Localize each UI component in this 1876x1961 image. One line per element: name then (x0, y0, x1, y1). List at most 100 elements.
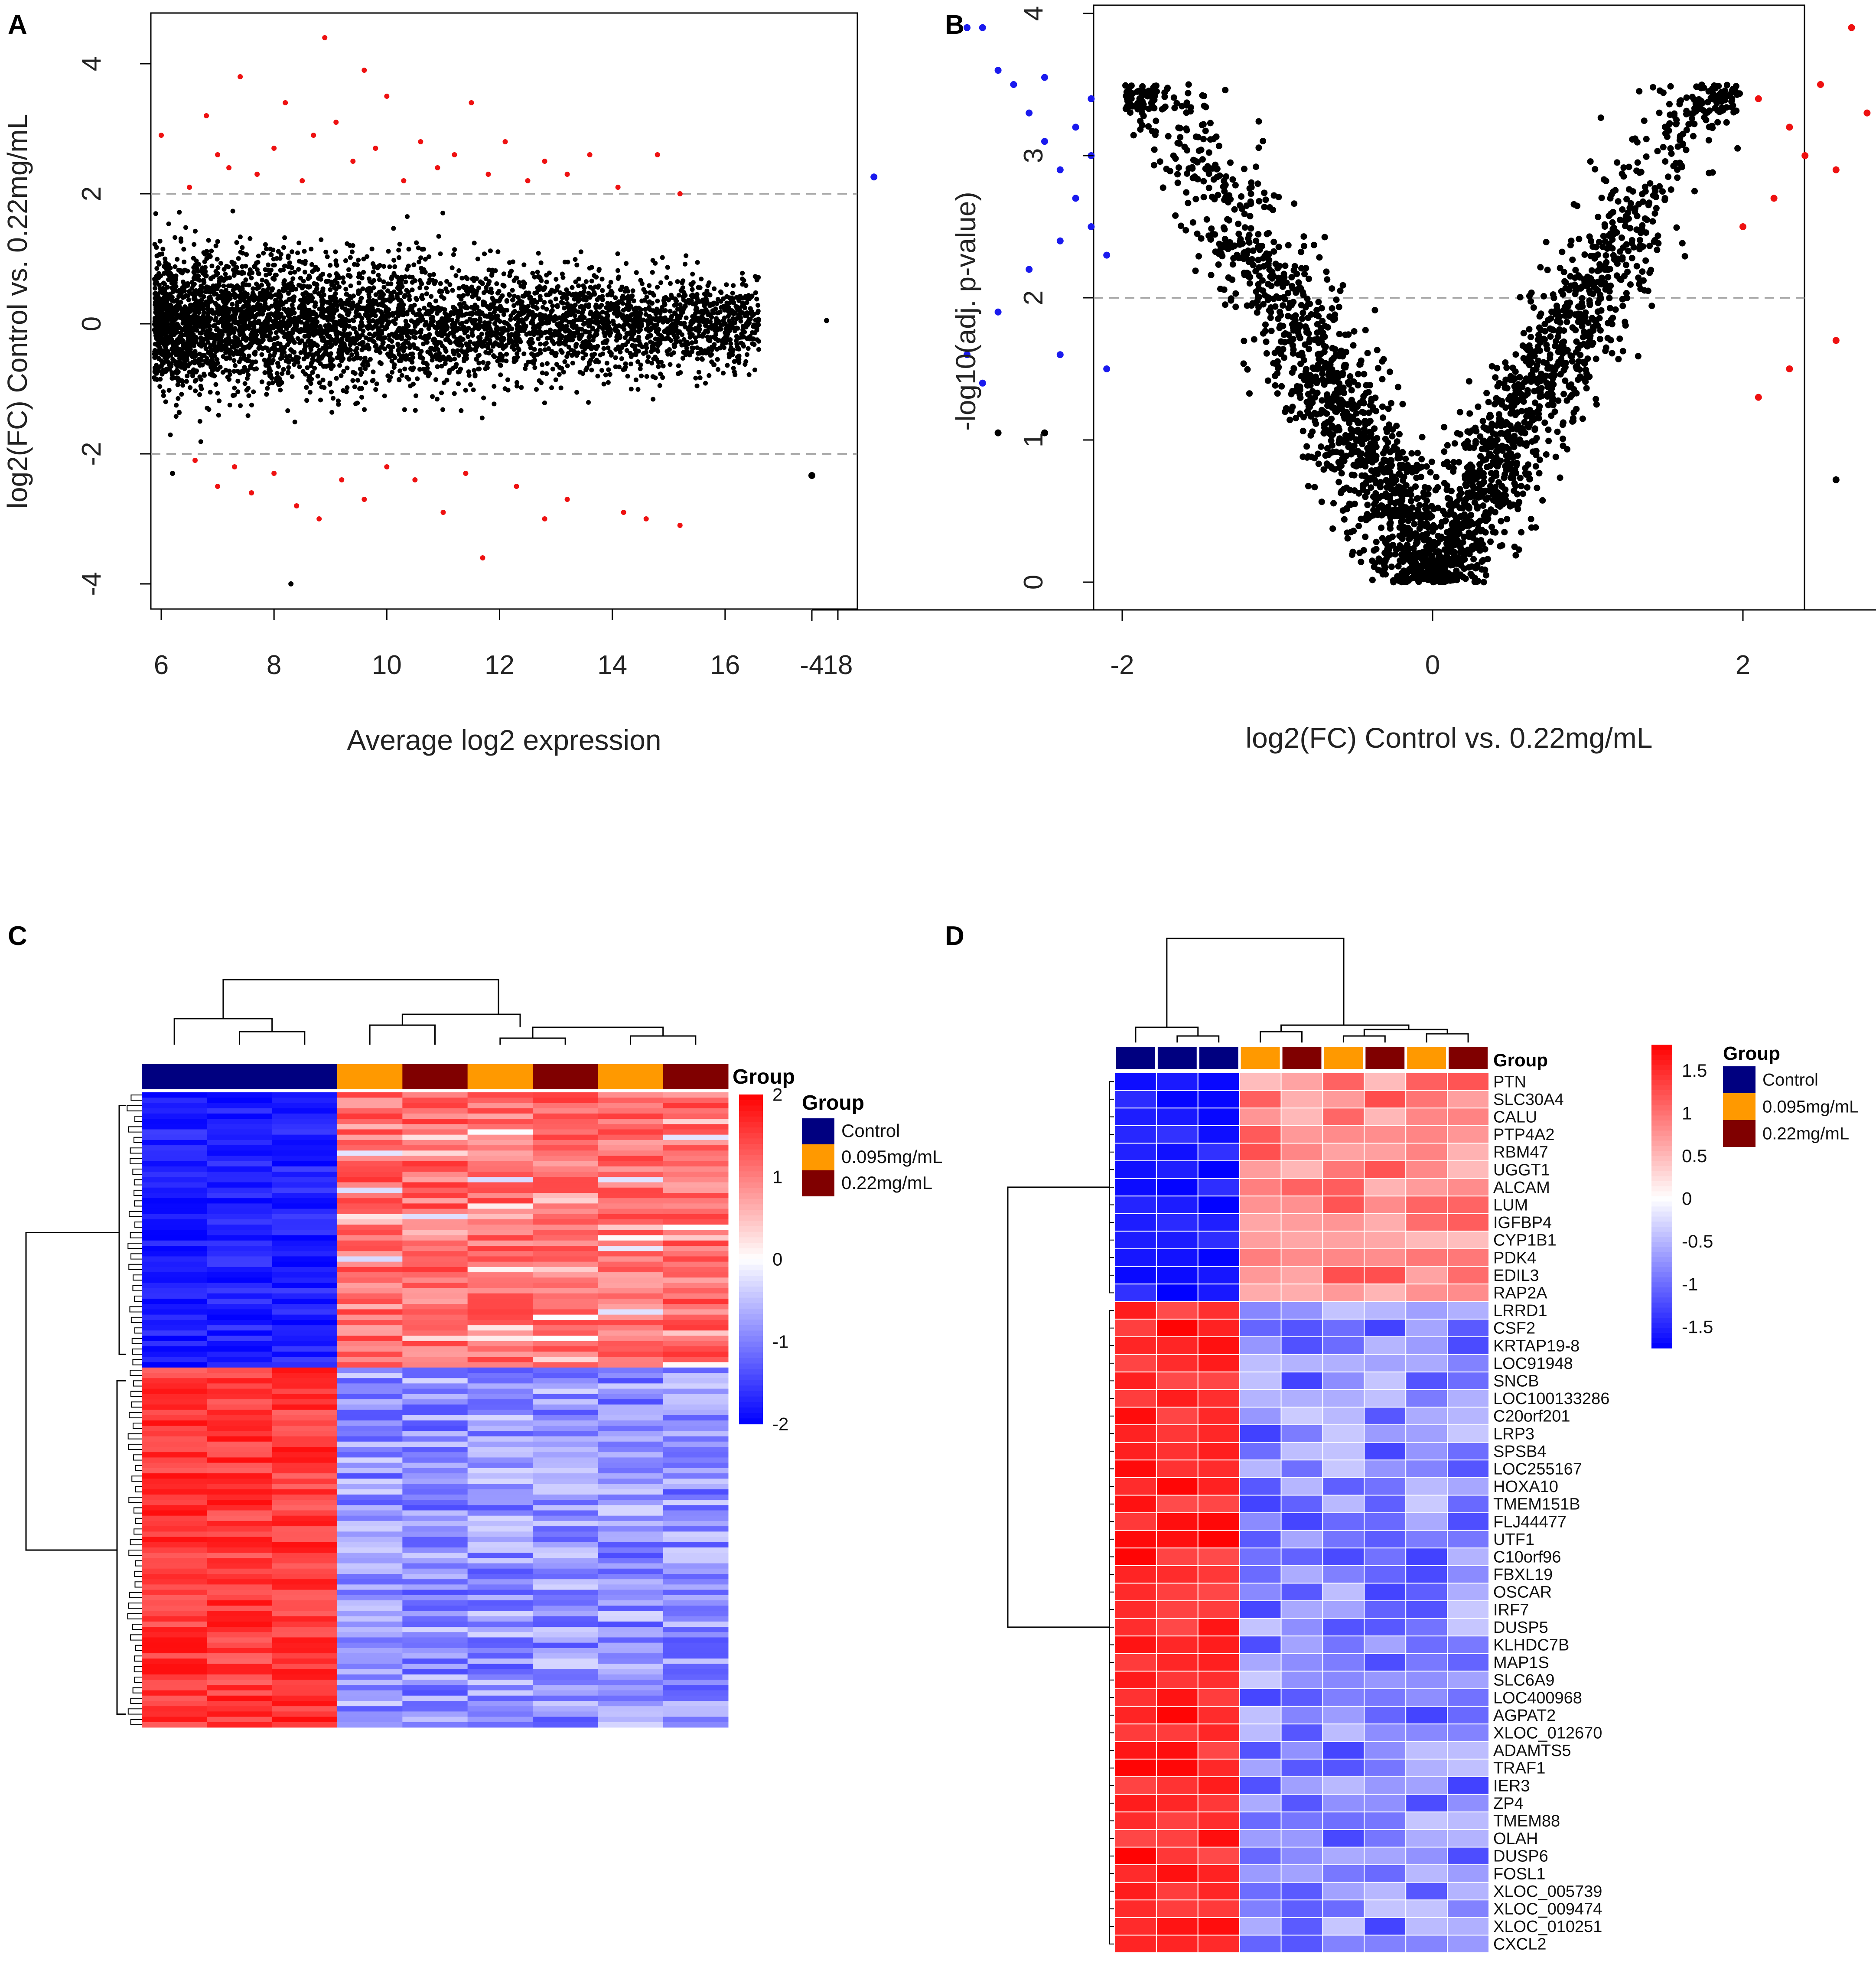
heatmap-cell (1364, 1653, 1407, 1672)
heatmap-cell (1239, 1882, 1282, 1901)
heatmap-cell (402, 1240, 468, 1246)
heatmap-cell (1114, 1424, 1157, 1443)
heatmap-cell (1280, 1512, 1323, 1531)
heatmap-cell (1197, 1248, 1240, 1267)
heatmap-cell (402, 1685, 468, 1691)
heatmap-cell (663, 1717, 729, 1723)
heatmap-cell (207, 1330, 273, 1336)
heatmap-cell (337, 1621, 403, 1627)
heatmap-cell (1114, 1776, 1157, 1795)
heatmap-cell (272, 1420, 338, 1426)
heatmap-cell (663, 1479, 729, 1484)
heatmap-cell (663, 1129, 729, 1135)
heatmap-cell (1322, 1618, 1365, 1637)
heatmap-cell (663, 1357, 729, 1363)
heatmap-cell (1280, 1248, 1323, 1267)
down-point (1103, 365, 1111, 372)
heatmap-cell (663, 1606, 729, 1611)
heatmap-cell (533, 1685, 598, 1691)
heatmap-cell (272, 1277, 338, 1283)
heatmap-cell (663, 1394, 729, 1400)
heatmap-cell (207, 1319, 273, 1326)
heatmap-cell (533, 1706, 598, 1712)
colorbar-tick-label: 0.5 (1682, 1146, 1707, 1166)
colorbar-segment (1651, 1176, 1672, 1182)
heatmap-cell (402, 1404, 468, 1410)
heatmap-cell (663, 1547, 729, 1553)
heatmap-cell (402, 1616, 468, 1622)
heatmap-cell (402, 1367, 468, 1373)
heatmap-cell (1280, 1160, 1323, 1179)
heatmap-cell (402, 1277, 468, 1283)
heatmap-cell (402, 1479, 468, 1484)
colorbar-tick-label: -0.5 (1682, 1231, 1713, 1251)
heatmap-cell (272, 1553, 338, 1558)
heatmap-cell (533, 1547, 598, 1553)
group-cell (1115, 1046, 1156, 1070)
heatmap-cell (142, 1563, 207, 1569)
heatmap-cell (663, 1711, 729, 1717)
heatmap-cell (1322, 1706, 1365, 1725)
heatmap-cell (272, 1685, 338, 1691)
heatmap-cells (142, 1092, 729, 1728)
heatmap-cell (1447, 1283, 1489, 1302)
group-cell (1240, 1046, 1281, 1070)
heatmap-cell (337, 1304, 403, 1310)
heatmap-cell (533, 1367, 598, 1373)
heatmap-cell (663, 1256, 729, 1262)
heatmap-cell (402, 1251, 468, 1257)
heatmap-cell (1280, 1706, 1323, 1725)
heatmap-cell (1364, 1829, 1407, 1848)
heatmap-cell (337, 1568, 403, 1574)
heatmap-cell (207, 1547, 273, 1553)
heatmap-cell (337, 1542, 403, 1548)
heatmap-cell (1156, 1143, 1199, 1161)
color-scale-bar: 210-1-2 (739, 1085, 788, 1434)
heatmap-cell (663, 1230, 729, 1236)
heatmap-cell (663, 1573, 729, 1580)
heatmap-cell (467, 1240, 533, 1246)
heatmap-cell (402, 1299, 468, 1304)
y-tick-label: 0 (1019, 575, 1049, 590)
heatmap-cell (272, 1103, 338, 1109)
heatmap-cell (1239, 1547, 1282, 1566)
heatmap-cell (1280, 1794, 1323, 1813)
colorbar-segment (739, 1336, 763, 1342)
heatmap-cell (467, 1219, 533, 1225)
colorbar-tick-label: 1 (772, 1167, 782, 1187)
heatmap-cell (1114, 1935, 1157, 1953)
heatmap-cell (533, 1510, 598, 1516)
heatmap-cell (533, 1277, 598, 1283)
colorbar-segment (739, 1276, 763, 1282)
gene-label: IRF7 (1493, 1601, 1529, 1619)
heatmap-cell (663, 1510, 729, 1516)
heatmap-cell (1239, 1706, 1282, 1725)
gene-label: TRAF1 (1493, 1759, 1545, 1778)
heatmap-cell (337, 1706, 403, 1712)
heatmap-cell (1364, 1882, 1407, 1901)
heatmap-cell (598, 1113, 664, 1119)
heatmap-cell (207, 1563, 273, 1569)
heatmap-cell (533, 1426, 598, 1431)
heatmap-cell (1364, 1125, 1407, 1144)
heatmap-cell (142, 1664, 207, 1670)
heatmap-cell (1364, 1407, 1407, 1425)
heatmap-cell (142, 1357, 207, 1363)
heatmap-cell (142, 1092, 207, 1098)
heatmap-cell (533, 1722, 598, 1728)
heatmap-cell (1114, 1512, 1157, 1531)
heatmap-cell (402, 1246, 468, 1251)
heatmap-cell (142, 1521, 207, 1527)
heatmap-cell (402, 1177, 468, 1183)
heatmap-cell (533, 1553, 598, 1558)
heatmap-cell (1322, 1477, 1365, 1496)
heatmap-cell (663, 1722, 729, 1728)
y-tick-label: 0 (77, 316, 107, 331)
down-point (964, 24, 971, 31)
heatmap-cell (1447, 1864, 1489, 1883)
gene-label: KRTAP19-8 (1493, 1337, 1580, 1355)
heatmap-cell (1114, 1231, 1157, 1249)
significant-point (643, 516, 649, 521)
heatmap-cell (598, 1431, 664, 1437)
group-cell (1198, 1046, 1239, 1070)
